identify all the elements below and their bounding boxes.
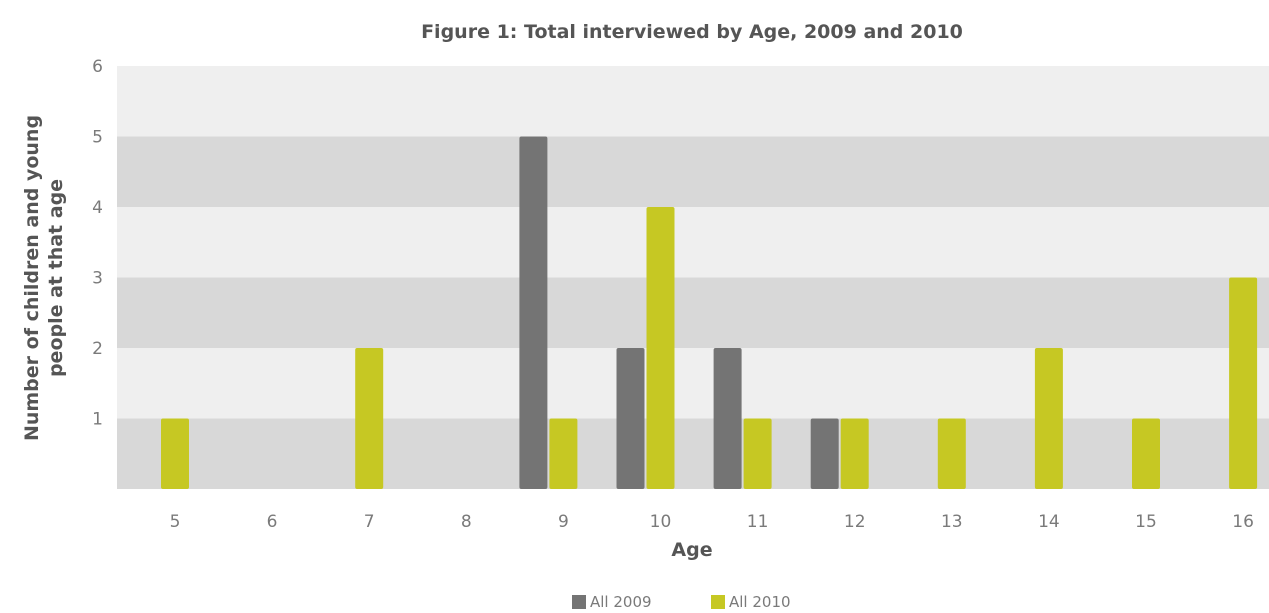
y-axis-title-line-2: people at that age — [45, 179, 67, 377]
bar-all-2010 — [1034, 348, 1063, 489]
bar-all-2010 — [743, 418, 772, 489]
background-band — [117, 277, 1269, 348]
bar-all-2010 — [646, 207, 675, 489]
x-axis-ticks: 5 6 7 8 9 10 11 12 13 14 15 16 — [170, 512, 1254, 532]
background-band — [117, 136, 1269, 207]
y-axis-ticks: 1 2 3 4 5 6 — [92, 57, 103, 430]
y-tick-label: 4 — [92, 198, 103, 218]
bar-all-2010 — [161, 418, 189, 489]
chart-title: Figure 1: Total interviewed by Age, 2009… — [421, 21, 963, 43]
bar-series-group — [161, 136, 1258, 489]
x-tick-label: 14 — [1038, 512, 1060, 532]
background-band — [117, 207, 1269, 278]
x-tick-label: 9 — [558, 512, 569, 532]
bar-all-2010 — [840, 418, 869, 489]
x-tick-label: 13 — [941, 512, 963, 532]
y-axis-title-line-1: Number of children and young — [21, 115, 43, 441]
bar-all-2010 — [1229, 277, 1258, 489]
y-tick-label: 1 — [92, 410, 103, 430]
x-tick-label: 12 — [844, 512, 866, 532]
bar-all-2009 — [713, 348, 742, 489]
bar-all-2010 — [1132, 418, 1160, 489]
background-band — [117, 418, 1269, 489]
x-tick-label: 15 — [1135, 512, 1157, 532]
y-tick-label: 2 — [92, 339, 103, 359]
x-tick-label: 7 — [364, 512, 375, 532]
bar-all-2010 — [355, 348, 384, 489]
legend-label-all-2010: All 2010 — [729, 593, 791, 611]
x-tick-label: 6 — [267, 512, 278, 532]
y-tick-label: 5 — [92, 128, 103, 148]
background-band — [117, 348, 1269, 419]
x-tick-label: 10 — [650, 512, 672, 532]
plot-background-bands — [117, 66, 1269, 489]
bar-all-2009 — [616, 348, 645, 489]
bar-all-2009 — [810, 418, 839, 489]
x-tick-label: 8 — [461, 512, 472, 532]
bar-all-2010 — [937, 418, 966, 489]
legend-swatch-all-2009 — [572, 595, 586, 609]
legend-label-all-2009: All 2009 — [590, 593, 652, 611]
background-band — [117, 66, 1269, 137]
legend-swatch-all-2010 — [711, 595, 725, 609]
x-tick-label: 16 — [1232, 512, 1254, 532]
x-tick-label: 11 — [747, 512, 769, 532]
x-axis-title: Age — [671, 539, 712, 561]
y-tick-label: 3 — [92, 269, 103, 289]
y-tick-label: 6 — [92, 57, 103, 77]
bar-all-2009 — [519, 136, 548, 489]
bar-all-2010 — [549, 418, 578, 489]
x-tick-label: 5 — [170, 512, 181, 532]
y-axis-title: Number of children and young people at t… — [21, 115, 67, 441]
legend: All 2009 All 2010 — [572, 593, 791, 611]
